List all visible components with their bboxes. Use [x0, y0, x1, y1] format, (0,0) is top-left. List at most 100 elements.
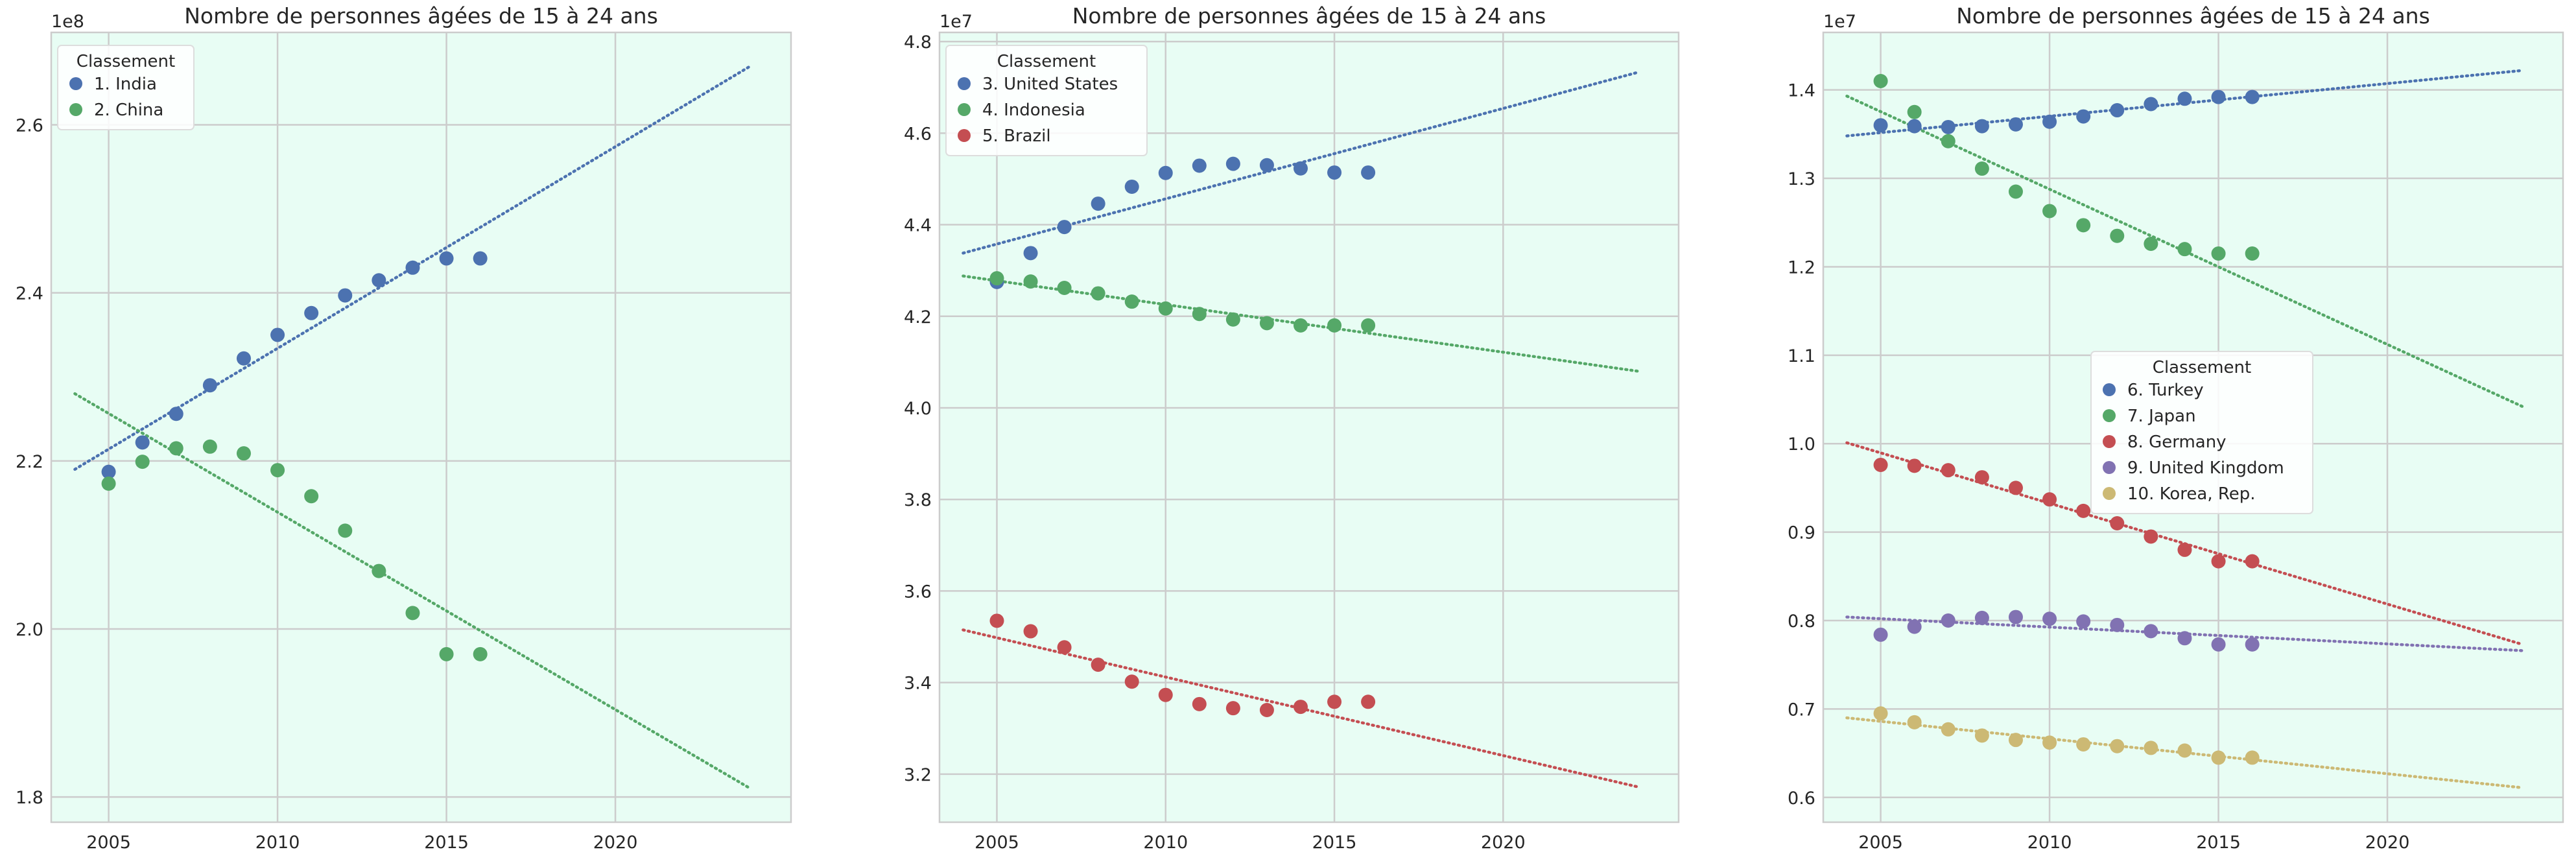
- data-point: [2211, 750, 2226, 765]
- data-point: [1907, 104, 1922, 119]
- data-point: [2177, 242, 2192, 257]
- y-offset-label: 1e8: [51, 12, 84, 32]
- legend-box: [57, 45, 195, 130]
- legend-box: [945, 45, 1148, 156]
- data-point: [1158, 165, 1173, 180]
- data-point: [1192, 696, 1207, 711]
- data-point: [2110, 739, 2125, 753]
- chart-title: Nombre de personnes âgées de 15 à 24 ans: [1072, 3, 1546, 29]
- data-point: [1907, 458, 1922, 473]
- data-point: [2245, 89, 2260, 104]
- y-tick-label: 4.0: [904, 399, 932, 419]
- legend-marker: [2103, 383, 2116, 396]
- data-point: [2110, 617, 2125, 632]
- data-point: [1907, 715, 1922, 729]
- data-point: [101, 476, 116, 491]
- data-point: [1974, 470, 1989, 485]
- data-point: [2245, 554, 2260, 569]
- data-point: [236, 446, 251, 461]
- data-point: [2144, 529, 2158, 544]
- data-point: [1124, 674, 1139, 689]
- data-point: [236, 351, 251, 366]
- data-point: [1974, 119, 1989, 134]
- y-tick-label: 1.0: [1788, 434, 1815, 455]
- data-point: [1361, 165, 1376, 180]
- legend-marker: [2103, 409, 2116, 422]
- data-point: [989, 271, 1004, 286]
- y-tick-label: 2.4: [16, 284, 43, 304]
- data-point: [473, 646, 488, 661]
- data-point: [439, 646, 454, 661]
- data-point: [2245, 750, 2260, 765]
- y-tick-label: 3.6: [904, 582, 932, 602]
- data-point: [1091, 196, 1105, 211]
- data-point: [2008, 610, 2023, 624]
- y-tick-label: 0.7: [1788, 700, 1815, 720]
- x-tick-label: 2010: [2027, 833, 2072, 853]
- data-point: [2008, 117, 2023, 132]
- data-point: [2110, 228, 2125, 243]
- data-point: [1974, 728, 1989, 743]
- y-tick-label: 3.2: [904, 765, 932, 785]
- x-tick-label: 2010: [255, 833, 300, 853]
- data-point: [1023, 274, 1038, 289]
- chart-panel-1: 2005 2010 2015 2020 1.8 2.0 2.2 2.4 2.6 1e8 Nombre…: [16, 3, 792, 853]
- data-point: [1091, 286, 1105, 301]
- data-point: [1293, 700, 1308, 715]
- x-tick-label: 2015: [1312, 833, 1357, 853]
- x-tick-label: 2015: [424, 833, 469, 853]
- legend-entry: 10. Korea, Rep.: [2127, 484, 2256, 504]
- data-point: [1225, 701, 1240, 716]
- legend-entry: 6. Turkey: [2127, 381, 2204, 400]
- y-tick-label: 3.4: [904, 674, 932, 694]
- data-point: [2177, 743, 2192, 758]
- y-tick-label: 4.4: [904, 216, 932, 236]
- data-point: [2211, 246, 2226, 261]
- y-tick-label: 4.2: [904, 307, 932, 327]
- x-tick-label: 2010: [1143, 833, 1188, 853]
- data-point: [1057, 280, 1072, 295]
- legend-title: Classement: [997, 52, 1096, 71]
- y-tick-label: 1.2: [1788, 257, 1815, 278]
- data-point: [439, 251, 454, 266]
- data-point: [135, 455, 150, 469]
- data-point: [1327, 694, 1342, 709]
- data-point: [2177, 631, 2192, 646]
- y-tick-label: 0.9: [1788, 523, 1815, 543]
- data-point: [405, 260, 420, 275]
- x-tick-label: 2005: [975, 833, 1019, 853]
- legend: Classement 6. Turkey 7. Japan 8. Germany 9. …: [2090, 351, 2313, 514]
- data-point: [304, 489, 319, 504]
- legend-title: Classement: [2153, 358, 2251, 377]
- data-point: [270, 463, 285, 478]
- y-tick-label: 2.0: [16, 620, 43, 640]
- y-tick-label: 1.4: [1788, 81, 1815, 101]
- legend-entry: 7. Japan: [2127, 407, 2196, 426]
- data-point: [1192, 307, 1207, 322]
- data-point: [2042, 114, 2057, 129]
- plot-area: [939, 32, 1679, 822]
- y-tick-label: 1.8: [16, 788, 43, 808]
- data-point: [1158, 687, 1173, 702]
- data-point: [2008, 480, 2023, 495]
- data-point: [2144, 741, 2158, 755]
- legend-entry: 5. Brazil: [982, 126, 1051, 146]
- data-point: [1941, 463, 1956, 478]
- data-point: [270, 327, 285, 342]
- data-point: [2144, 624, 2158, 639]
- axes-frame: [50, 31, 792, 824]
- data-point: [2042, 735, 2057, 750]
- y-tick-label: 4.6: [904, 124, 932, 144]
- data-point: [1225, 312, 1240, 327]
- y-offset-label: 1e7: [1823, 12, 1856, 32]
- data-point: [1327, 318, 1342, 333]
- y-tick-label: 2.2: [16, 452, 43, 472]
- legend-entry: 1. India: [94, 75, 157, 94]
- data-point: [1974, 610, 1989, 625]
- data-point: [1023, 624, 1038, 639]
- trend-line: [1845, 94, 2524, 409]
- legend-entry: 2. China: [94, 101, 163, 120]
- data-point: [1941, 119, 1956, 134]
- data-point: [473, 251, 488, 266]
